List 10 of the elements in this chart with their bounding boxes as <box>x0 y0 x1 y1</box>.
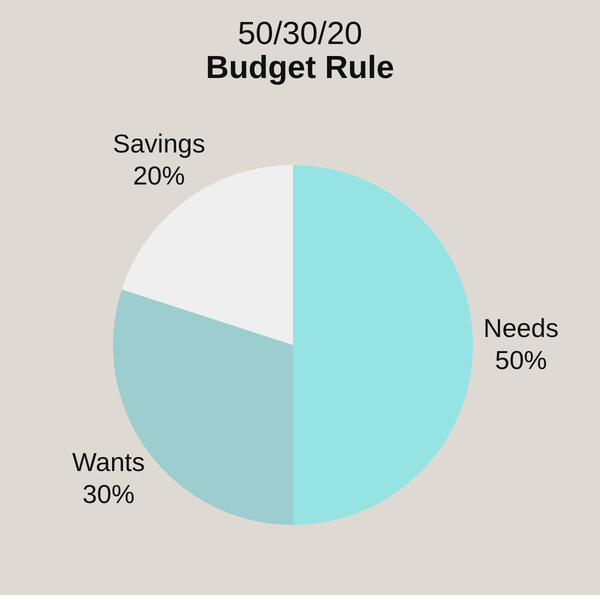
data-label: 30% <box>82 479 135 510</box>
slice-label: Savings <box>112 128 206 159</box>
slice-label: Needs <box>483 313 559 343</box>
data-label: 20% <box>132 160 186 191</box>
slice-label: Wants <box>72 447 145 478</box>
chart-title: 50/30/20 <box>238 15 362 51</box>
pie-slice <box>122 165 293 345</box>
chart-subtitle: Budget Rule <box>206 49 394 85</box>
data-label: 50% <box>494 345 548 375</box>
pie-slice <box>293 165 473 525</box>
